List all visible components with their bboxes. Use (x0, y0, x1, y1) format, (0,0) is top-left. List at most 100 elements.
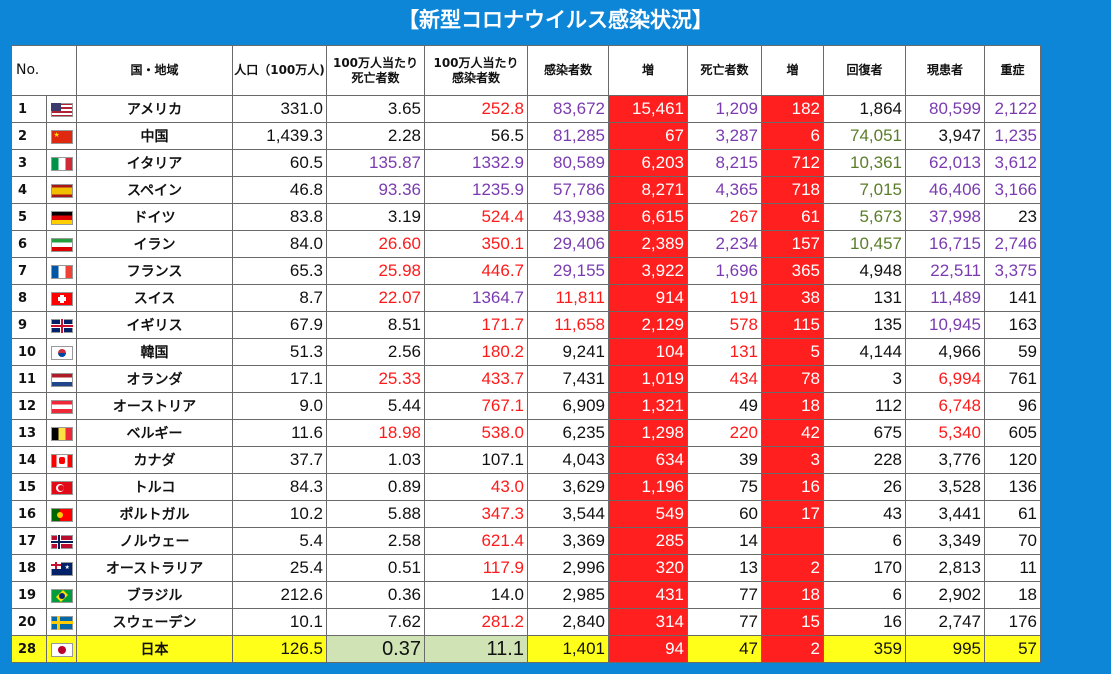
cell-serious: 1,235 (984, 122, 1041, 150)
header-cases-per-million: 100万人当たり感染者数 (424, 45, 528, 96)
cell-dpm: 2.28 (326, 122, 425, 150)
flag-cell (46, 338, 77, 366)
row-number: 4 (11, 176, 47, 204)
cell-dpm: 135.87 (326, 149, 425, 177)
country-name: イギリス (76, 311, 233, 339)
country-name: イタリア (76, 149, 233, 177)
cell-rec: 675 (823, 419, 906, 447)
cell-cases: 4,043 (527, 446, 609, 474)
cell-deaths: 13 (687, 554, 762, 582)
flag-nl-icon (50, 372, 73, 387)
cell-rec: 4,144 (823, 338, 906, 366)
cell-active: 10,945 (905, 311, 985, 339)
flag-be-icon (50, 426, 73, 441)
cell-cases: 3,369 (527, 527, 609, 555)
country-name: ノルウェー (76, 527, 233, 555)
cell-inc: 1,196 (608, 473, 688, 501)
cell-cases: 3,629 (527, 473, 609, 501)
cell-deaths: 75 (687, 473, 762, 501)
cell-dinc: 78 (761, 365, 824, 393)
flag-cell (46, 230, 77, 258)
cell-active: 46,406 (905, 176, 985, 204)
row-number: 28 (11, 635, 47, 663)
row-number: 7 (11, 257, 47, 285)
cell-cases: 43,938 (527, 203, 609, 231)
table-row: 6 イラン 84.0 26.60 350.1 29,406 2,389 2,234 157 10,… (11, 230, 1041, 258)
cell-dinc: 157 (761, 230, 824, 258)
cell-serious: 96 (984, 392, 1041, 420)
cell-serious: 605 (984, 419, 1041, 447)
cell-cases: 2,985 (527, 581, 609, 609)
cell-pop: 8.7 (232, 284, 327, 312)
cell-dinc: 3 (761, 446, 824, 474)
cell-deaths: 1,696 (687, 257, 762, 285)
cell-rec: 1,864 (823, 95, 906, 123)
cell-dpm: 8.51 (326, 311, 425, 339)
cell-pop: 67.9 (232, 311, 327, 339)
flag-cell: ★ (46, 122, 77, 150)
flag-ca-icon (50, 453, 73, 468)
cell-serious: 11 (984, 554, 1041, 582)
cell-cpm: 107.1 (424, 446, 528, 474)
cell-deaths: 60 (687, 500, 762, 528)
cell-inc: 431 (608, 581, 688, 609)
table-row: 5 ドイツ 83.8 3.19 524.4 43,938 6,615 267 61 5,673 37… (11, 203, 1041, 231)
flag-ch-icon (50, 291, 73, 306)
cell-rec: 74,051 (823, 122, 906, 150)
cell-active: 3,528 (905, 473, 985, 501)
country-name: ポルトガル (76, 500, 233, 528)
cell-dpm: 18.98 (326, 419, 425, 447)
cell-pop: 83.8 (232, 203, 327, 231)
cell-cpm: 117.9 (424, 554, 528, 582)
cell-deaths: 1,209 (687, 95, 762, 123)
cell-active: 16,715 (905, 230, 985, 258)
header-deaths-increase: 増 (761, 45, 824, 96)
cell-serious: 3,612 (984, 149, 1041, 177)
flag-cell (46, 500, 77, 528)
cell-deaths: 220 (687, 419, 762, 447)
cell-pop: 331.0 (232, 95, 327, 123)
cell-dinc: 15 (761, 608, 824, 636)
table-row: 20 スウェーデン 10.1 7.62 281.2 2,840 314 77 15 16 2,747… (11, 608, 1041, 636)
cell-dinc: 5 (761, 338, 824, 366)
cell-rec: 131 (823, 284, 906, 312)
cell-dpm: 0.89 (326, 473, 425, 501)
row-number: 10 (11, 338, 47, 366)
row-number: 14 (11, 446, 47, 474)
cell-active: 11,489 (905, 284, 985, 312)
row-number: 2 (11, 122, 47, 150)
cell-dinc: 182 (761, 95, 824, 123)
table-row: 3 イタリア 60.5 135.87 1332.9 80,589 6,203 8,215 712… (11, 149, 1041, 177)
cell-rec: 359 (823, 635, 906, 663)
cell-serious: 59 (984, 338, 1041, 366)
cell-pop: 60.5 (232, 149, 327, 177)
cell-rec: 112 (823, 392, 906, 420)
country-name: アメリカ (76, 95, 233, 123)
table-row: 28 日本 126.5 0.37 11.1 1,401 94 47 2 359 995 57 (11, 635, 1041, 663)
cell-pop: 126.5 (232, 635, 327, 663)
cell-dinc: 18 (761, 581, 824, 609)
cell-dpm: 0.51 (326, 554, 425, 582)
cell-serious: 2,746 (984, 230, 1041, 258)
cell-dpm: 25.98 (326, 257, 425, 285)
cell-active: 6,994 (905, 365, 985, 393)
country-name: 中国 (76, 122, 233, 150)
cell-cases: 2,840 (527, 608, 609, 636)
cell-dinc: 16 (761, 473, 824, 501)
cell-pop: 25.4 (232, 554, 327, 582)
cell-active: 3,947 (905, 122, 985, 150)
cell-inc: 1,298 (608, 419, 688, 447)
cell-serious: 3,375 (984, 257, 1041, 285)
flag-cell (46, 311, 77, 339)
country-name: ブラジル (76, 581, 233, 609)
flag-cell (46, 95, 77, 123)
cell-inc: 6,615 (608, 203, 688, 231)
flag-us-icon (50, 102, 73, 117)
table-row: 2 ★ 中国 1,439.3 2.28 56.5 81,285 67 3,287 6 74,051 3… (11, 122, 1041, 150)
cell-rec: 228 (823, 446, 906, 474)
cell-serious: 120 (984, 446, 1041, 474)
cell-active: 80,599 (905, 95, 985, 123)
cell-inc: 914 (608, 284, 688, 312)
header-cases-increase: 増 (608, 45, 688, 96)
flag-cell (46, 176, 77, 204)
